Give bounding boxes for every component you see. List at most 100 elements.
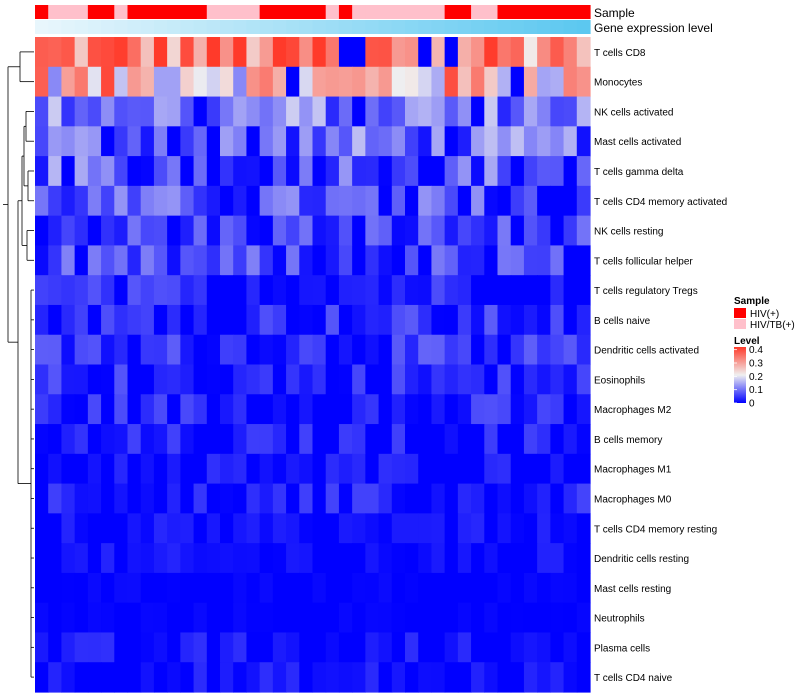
heatmap-cell (365, 572, 380, 604)
heatmap-cell (140, 215, 155, 247)
gene-expression-annotation-cell (48, 20, 63, 34)
gene-expression-annotation-cell (220, 20, 234, 34)
heatmap-cell (299, 424, 314, 455)
heatmap-cell (180, 66, 195, 98)
heatmap-cell (576, 394, 591, 425)
heatmap-cell (259, 394, 274, 425)
heatmap-cell (299, 334, 314, 366)
heatmap-cell (497, 66, 512, 98)
heatmap-cell (471, 364, 485, 395)
heatmap-cell (35, 275, 49, 306)
heatmap-cell (576, 572, 591, 604)
heatmap-cell (299, 602, 314, 634)
heatmap-cell (338, 632, 353, 663)
heatmap-cell (537, 156, 551, 187)
heatmap-cell (325, 394, 340, 425)
heatmap-cell (101, 453, 115, 485)
heatmap-cell (61, 126, 76, 157)
heatmap-cell (537, 215, 551, 247)
heatmap-cell (444, 66, 459, 98)
heatmap-cell (444, 185, 459, 217)
heatmap-cell (180, 453, 195, 485)
sample-annotation-cell (405, 5, 419, 19)
heatmap-cell (272, 275, 287, 306)
heatmap-cell (484, 304, 499, 336)
heatmap-cell (325, 632, 340, 663)
heatmap-cell (286, 185, 300, 217)
sample-annotation-cell (220, 5, 234, 19)
heatmap-cell (246, 185, 261, 217)
heatmap-cell (457, 632, 472, 663)
heatmap-cell (365, 513, 380, 544)
heatmap-cell (35, 543, 49, 574)
heatmap-cell (537, 662, 551, 693)
heatmap-cell (391, 96, 406, 127)
heatmap-cell (140, 185, 155, 217)
heatmap-cell (312, 37, 327, 68)
row-labels: T cells CD8 Monocytes NK cells activated Ma… (594, 48, 727, 684)
heatmap-cell (299, 662, 314, 693)
heatmap-cell (61, 453, 76, 485)
heatmap-cell (563, 185, 578, 217)
heatmap-cell (233, 662, 248, 693)
heatmap-cell (167, 275, 181, 306)
heatmap-cell (484, 275, 499, 306)
heatmap-cell (444, 215, 459, 247)
heatmap-cell (576, 185, 591, 217)
heatmap-cell (246, 394, 261, 425)
heatmap-cell (484, 513, 499, 544)
heatmap-cell (378, 513, 393, 544)
row-label: Dendritic cells activated (594, 346, 699, 357)
heatmap-cell (153, 96, 168, 127)
heatmap-cell (325, 126, 340, 157)
heatmap-cell (537, 66, 551, 98)
heatmap-cell (180, 215, 195, 247)
heatmap-cell (167, 483, 181, 514)
heatmap-cell (484, 185, 499, 217)
heatmap-cell (391, 304, 406, 336)
heatmap-cell (220, 156, 234, 187)
heatmap-cell (259, 453, 274, 485)
heatmap-cell (246, 543, 261, 574)
heatmap-cell (352, 215, 366, 247)
heatmap-cell (286, 126, 300, 157)
heatmap-cell (206, 215, 221, 247)
heatmap-cell (312, 304, 327, 336)
heatmap-cell (431, 632, 446, 663)
heatmap-cell (233, 156, 248, 187)
heatmap-cell (167, 394, 181, 425)
heatmap-cell (352, 364, 366, 395)
heatmap-cell (510, 304, 525, 336)
heatmap-cell (378, 185, 393, 217)
heatmap-cell (286, 245, 300, 276)
heatmap-cell (48, 572, 63, 604)
heatmap-cell (140, 96, 155, 127)
row-label: Mast cells activated (594, 137, 681, 148)
row-label: Macrophages M2 (594, 405, 672, 416)
heatmap-cell (140, 245, 155, 276)
heatmap-cell (391, 275, 406, 306)
heatmap-cell (180, 394, 195, 425)
heatmap-cell (286, 543, 300, 574)
heatmap-cell (259, 632, 274, 663)
heatmap-cell (537, 602, 551, 634)
heatmap-cell (497, 572, 512, 604)
heatmap-cell (537, 96, 551, 127)
heatmap-cell (61, 156, 76, 187)
heatmap-cell (471, 602, 485, 634)
heatmap-cell (550, 543, 565, 574)
heatmap-cell (299, 632, 314, 663)
heatmap-cell (220, 185, 234, 217)
heatmap-cell (431, 96, 446, 127)
heatmap-cell (87, 632, 102, 663)
heatmap-cell (352, 394, 366, 425)
heatmap-cell (325, 543, 340, 574)
heatmap-cell (563, 126, 578, 157)
heatmap-cell (167, 185, 181, 217)
heatmap-cell (127, 334, 142, 366)
sample-annotation-label: Sample (594, 6, 635, 20)
heatmap-cell (74, 156, 89, 187)
heatmap-cell (352, 156, 366, 187)
heatmap-cell (471, 513, 485, 544)
heatmap-cell (391, 543, 406, 574)
